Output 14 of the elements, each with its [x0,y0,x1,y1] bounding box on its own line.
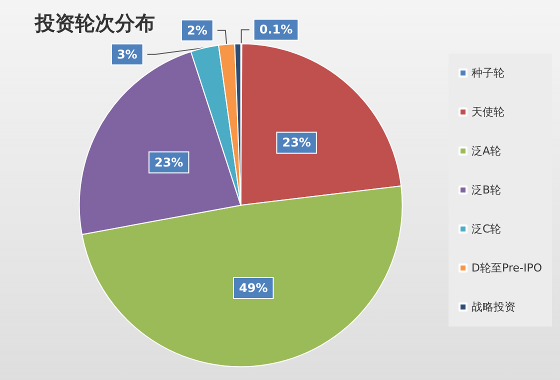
legend-label: 战略投资 [472,300,516,314]
legend-label: D轮至Pre-IPO [472,262,542,274]
chart-title: 投资轮次分布 [34,11,155,35]
data-label: 23% [282,136,311,150]
legend-label: 泛B轮 [472,184,502,196]
legend-label: 泛A轮 [472,144,502,158]
legend-label: 种子轮 [472,66,505,80]
data-label: 0.1% [259,22,293,37]
data-label: 3% [116,47,138,62]
data-label: 49% [239,281,268,295]
legend-label: 天使轮 [472,106,505,118]
data-label: 23% [154,155,184,170]
legend-label: 泛C轮 [472,222,502,236]
data-label: 2% [187,23,208,38]
